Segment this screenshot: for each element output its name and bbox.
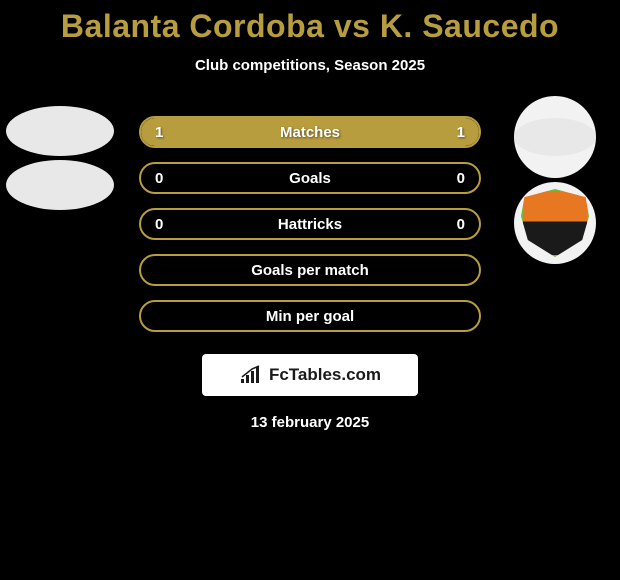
placeholder-ellipse-icon <box>6 160 114 210</box>
stat-right-value: 0 <box>457 216 465 233</box>
placeholder-circle-icon <box>514 96 596 178</box>
stat-label: Hattricks <box>278 216 342 233</box>
stat-row-goals-per-match: Goals per match <box>139 254 481 286</box>
player-right-badge-2 <box>514 182 596 264</box>
team-crest-icon <box>514 182 596 264</box>
stat-label: Goals <box>289 170 331 187</box>
stat-right-value: 1 <box>457 124 465 141</box>
date-text: 13 february 2025 <box>0 414 620 431</box>
stat-left-value: 1 <box>155 124 163 141</box>
brand-text: FcTables.com <box>269 365 381 385</box>
comparison-subtitle: Club competitions, Season 2025 <box>0 57 620 74</box>
stat-right-value: 0 <box>457 170 465 187</box>
bar-chart-icon <box>239 365 263 385</box>
stat-label: Matches <box>280 124 340 141</box>
shield-icon <box>521 189 589 257</box>
player-left-badge-1 <box>6 106 114 156</box>
stat-rows: 1 Matches 1 0 Goals 0 0 Hattricks 0 Goal… <box>139 116 481 332</box>
placeholder-ellipse-icon <box>514 118 596 156</box>
player-right-badge-1 <box>514 96 596 178</box>
stat-row-matches: 1 Matches 1 <box>139 116 481 148</box>
stat-row-goals: 0 Goals 0 <box>139 162 481 194</box>
stat-row-hattricks: 0 Hattricks 0 <box>139 208 481 240</box>
stat-row-min-per-goal: Min per goal <box>139 300 481 332</box>
placeholder-ellipse-icon <box>6 106 114 156</box>
brand-badge[interactable]: FcTables.com <box>202 354 418 396</box>
stats-area: 1 Matches 1 0 Goals 0 0 Hattricks 0 Goal… <box>0 116 620 332</box>
stat-left-value: 0 <box>155 170 163 187</box>
player-left-badge-2 <box>6 160 114 210</box>
comparison-title: Balanta Cordoba vs K. Saucedo <box>0 8 620 45</box>
stat-label: Goals per match <box>251 262 369 279</box>
stat-left-value: 0 <box>155 216 163 233</box>
stat-label: Min per goal <box>266 308 354 325</box>
